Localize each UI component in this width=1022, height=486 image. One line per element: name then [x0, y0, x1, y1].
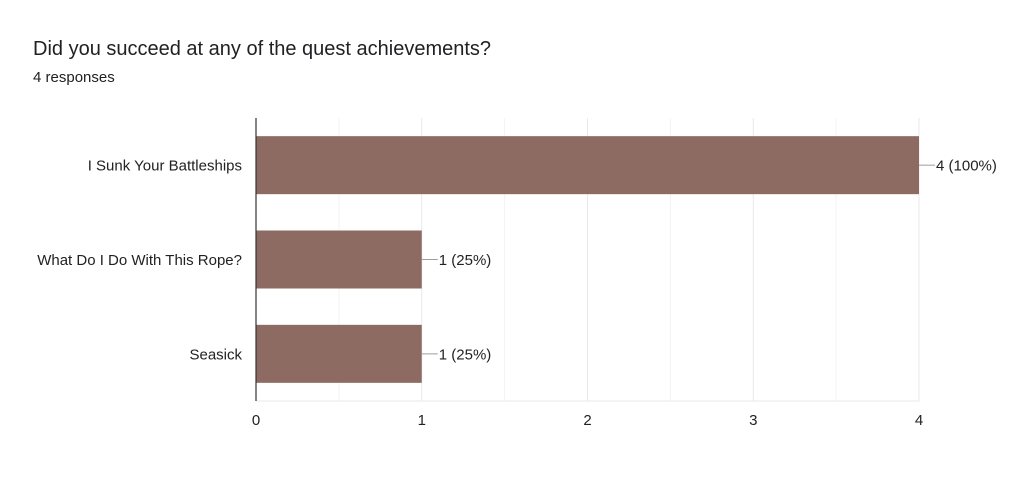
- x-tick-label: 4: [915, 412, 923, 429]
- category-label: What Do I Do With This Rope?: [37, 252, 242, 269]
- chart-title: Did you succeed at any of the quest achi…: [33, 38, 492, 60]
- category-label: Seasick: [189, 346, 242, 363]
- response-count: 4 responses: [33, 69, 115, 86]
- x-tick-label: 0: [252, 412, 260, 429]
- x-tick-label: 1: [418, 412, 426, 429]
- bar: [256, 230, 422, 289]
- data-label: 1 (25%): [439, 346, 492, 363]
- data-label: 1 (25%): [439, 252, 492, 269]
- bar: [256, 136, 919, 195]
- x-tick-label: 3: [749, 412, 757, 429]
- bar: [256, 324, 422, 383]
- x-tick-label: 2: [583, 412, 591, 429]
- category-label: I Sunk Your Battleships: [88, 158, 242, 175]
- data-label: 4 (100%): [936, 158, 997, 175]
